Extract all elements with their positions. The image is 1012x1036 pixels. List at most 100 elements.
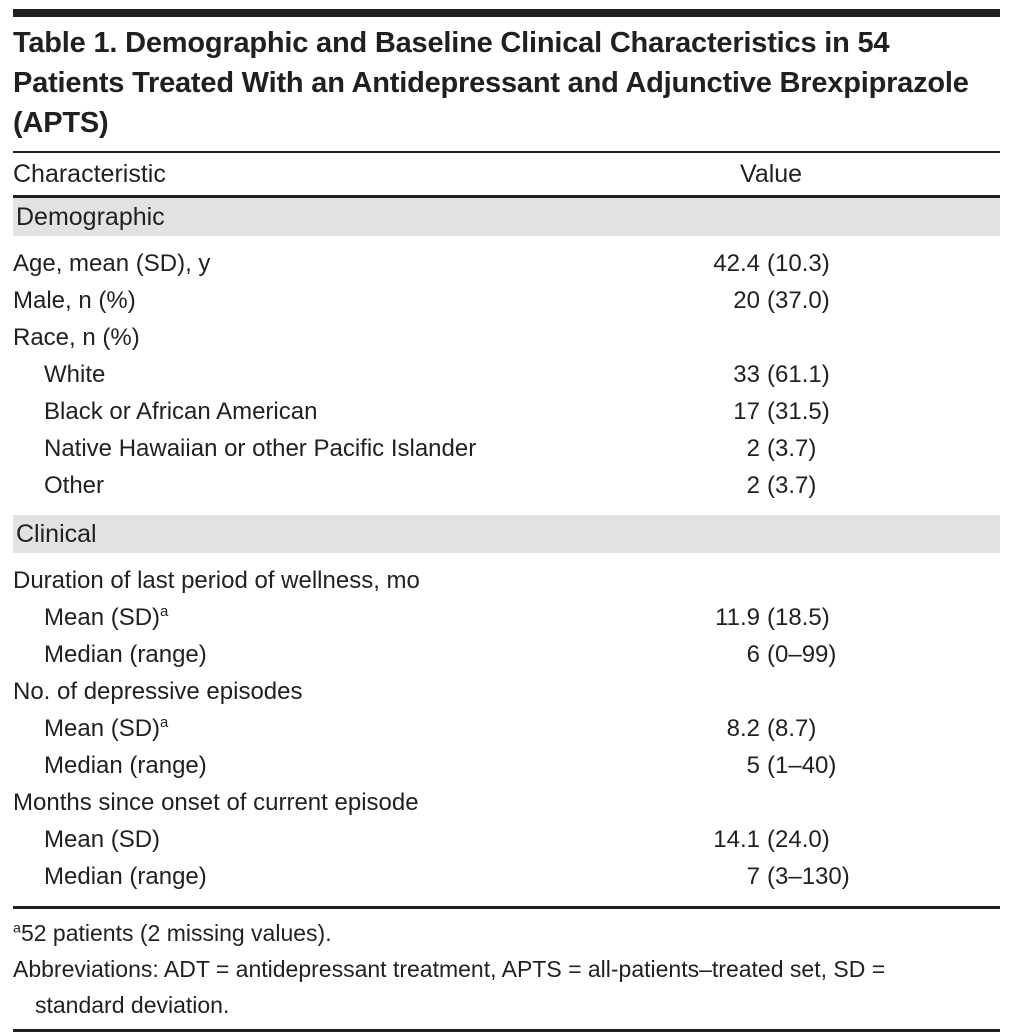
table-row: Months since onset of current episode [13, 784, 1000, 821]
column-header-characteristic: Characteristic [13, 160, 166, 188]
value-number: 14.1 [713, 826, 760, 853]
value-paren: (24.0) [767, 826, 830, 853]
row-label-cell: Median (range) [13, 747, 620, 784]
value-number: 17 [733, 398, 760, 425]
table-section: Clinical Duration of last period of well… [13, 515, 1000, 895]
table-row: No. of depressive episodes [13, 673, 1000, 710]
row-value-cell: 33 (61.1) [620, 356, 1000, 393]
value-number: 33 [733, 361, 760, 388]
footnote-a-text: 52 patients (2 missing values). [20, 920, 332, 946]
table-row: Median (range) 5 (1–40) [13, 747, 1000, 784]
value-paren: (3–130) [767, 863, 850, 890]
value-paren: (0–99) [767, 641, 837, 668]
value-number [620, 562, 760, 599]
value-number: 20 [733, 287, 760, 314]
value-paren: (3.7) [767, 435, 817, 462]
table-row: Race, n (%) [13, 319, 1000, 356]
table-row: Mean (SD)a 8.2 (8.7) [13, 710, 1000, 747]
row-label-cell: Duration of last period of wellness, mo [13, 562, 620, 599]
row-value-cell: 8.2 (8.7) [620, 710, 1000, 747]
row-label-cell: Mean (SD)a [13, 710, 620, 747]
value-number: 2 [746, 472, 760, 499]
row-label-sup: a [160, 604, 169, 620]
row-label: Native Hawaiian or other Pacific Islande… [44, 435, 477, 462]
row-label-sup: a [160, 715, 169, 731]
value-number: 8.2 [726, 715, 760, 742]
row-label-cell: Native Hawaiian or other Pacific Islande… [13, 430, 620, 467]
table-row: Median (range) 7 (3–130) [13, 858, 1000, 895]
footnote-a-marker: a [13, 920, 21, 937]
value-paren: (61.1) [767, 361, 830, 388]
table-row: Age, mean (SD), y 42.4 (10.3) [13, 245, 1000, 282]
row-value-cell: 20 (37.0) [620, 282, 1000, 319]
value-paren: (8.7) [767, 715, 817, 742]
section-header-band: Clinical [13, 515, 1000, 553]
section-header-label: Clinical [16, 520, 97, 548]
row-value-cell [620, 784, 1000, 821]
row-label-cell: Median (range) [13, 858, 620, 895]
row-value-cell: 17 (31.5) [620, 393, 1000, 430]
column-header-value: Value [740, 160, 803, 188]
table-section: Demographic Age, mean (SD), y 42.4 (10.3… [13, 198, 1000, 504]
row-label: Mean (SD) [44, 826, 161, 853]
footnote-a: a52 patients (2 missing values). [13, 915, 915, 951]
row-label-cell: Mean (SD)a [13, 599, 620, 636]
row-value-cell [620, 673, 1000, 710]
row-label: Months since onset of current episode [13, 789, 419, 816]
value-number [620, 319, 760, 356]
value-number [620, 673, 760, 710]
row-label: Age, mean (SD), y [13, 250, 211, 277]
table-row: Black or African American 17 (31.5) [13, 393, 1000, 430]
value-paren: (10.3) [767, 250, 830, 277]
row-value-cell [620, 562, 1000, 599]
value-number [620, 784, 760, 821]
value-number: 5 [746, 752, 760, 779]
row-label: Median (range) [44, 641, 207, 668]
row-label: Other [44, 472, 105, 499]
row-value-cell: 14.1 (24.0) [620, 821, 1000, 858]
row-label: No. of depressive episodes [13, 678, 303, 705]
row-label: Duration of last period of wellness, mo [13, 567, 420, 594]
table-bottom-rule [13, 1029, 1000, 1032]
row-value-cell [620, 319, 1000, 356]
rule-above-column-headers [13, 151, 1000, 153]
table-body: Demographic Age, mean (SD), y 42.4 (10.3… [13, 198, 1000, 895]
value-number: 2 [746, 435, 760, 462]
row-label-cell: White [13, 356, 620, 393]
row-value-cell: 2 (3.7) [620, 467, 1000, 504]
table-row: Other 2 (3.7) [13, 467, 1000, 504]
table-title: Table 1. Demographic and Baseline Clinic… [13, 27, 969, 139]
value-number: 42.4 [713, 250, 760, 277]
footnote-abbreviations-text: Abbreviations: ADT = antidepressant trea… [13, 956, 886, 1018]
row-label-cell: Median (range) [13, 636, 620, 673]
row-label: White [44, 361, 106, 388]
value-number: 6 [746, 641, 760, 668]
rule-below-column-headers [13, 195, 1000, 198]
value-paren: (31.5) [767, 398, 830, 425]
value-number: 11.9 [715, 604, 760, 631]
row-label-cell: Months since onset of current episode [13, 784, 620, 821]
row-value-cell: 5 (1–40) [620, 747, 1000, 784]
row-label-cell: Race, n (%) [13, 319, 620, 356]
table-row: Native Hawaiian or other Pacific Islande… [13, 430, 1000, 467]
row-label-cell: Male, n (%) [13, 282, 620, 319]
table-row: Median (range) 6 (0–99) [13, 636, 1000, 673]
row-value-cell: 7 (3–130) [620, 858, 1000, 895]
table-top-bar [13, 9, 1000, 17]
row-value-cell: 11.9 (18.5) [620, 599, 1000, 636]
table-row: Mean (SD) 14.1 (24.0) [13, 821, 1000, 858]
section-rows: Duration of last period of wellness, mo … [13, 562, 1000, 895]
section-header-band: Demographic [13, 198, 1000, 236]
value-paren: (37.0) [767, 287, 830, 314]
table-row: Mean (SD)a 11.9 (18.5) [13, 599, 1000, 636]
row-label: Black or African American [44, 398, 318, 425]
value-paren: (18.5) [767, 604, 830, 631]
row-value-cell: 42.4 (10.3) [620, 245, 1000, 282]
table-row: White 33 (61.1) [13, 356, 1000, 393]
table-row: Duration of last period of wellness, mo [13, 562, 1000, 599]
row-label-cell: Mean (SD) [13, 821, 620, 858]
row-label: Mean (SD) [44, 604, 161, 631]
row-label-cell: Other [13, 467, 620, 504]
value-paren: (1–40) [767, 752, 837, 779]
